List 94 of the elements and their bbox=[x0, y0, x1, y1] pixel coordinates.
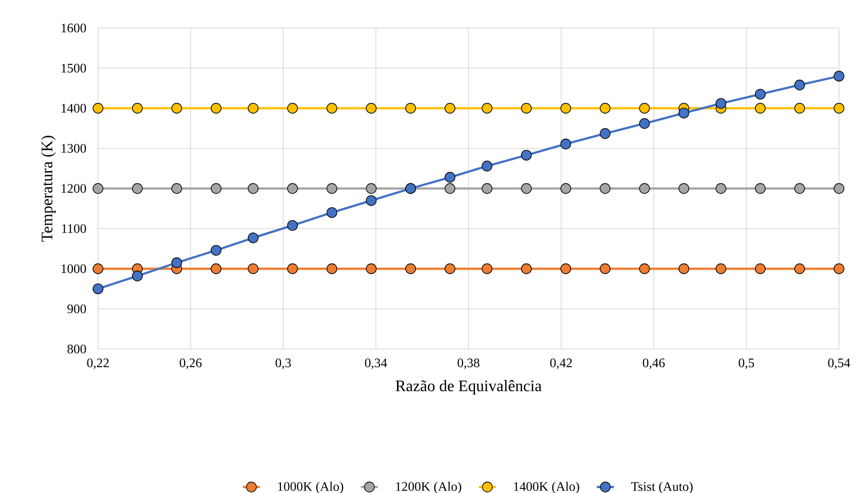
y-tick-label: 1600 bbox=[62, 24, 86, 32]
point bbox=[560, 138, 572, 150]
point bbox=[834, 70, 844, 82]
x-tick-label: 0,34 bbox=[365, 358, 388, 370]
point bbox=[366, 102, 377, 114]
point bbox=[132, 270, 143, 282]
point bbox=[716, 98, 726, 109]
x-tick-label: 0,46 bbox=[642, 358, 665, 370]
point bbox=[444, 263, 456, 274]
point bbox=[794, 263, 805, 274]
point bbox=[366, 183, 377, 194]
point bbox=[678, 263, 690, 274]
point bbox=[560, 263, 572, 274]
point bbox=[600, 263, 610, 274]
point bbox=[444, 183, 456, 194]
x-tick-label: 0,26 bbox=[180, 358, 202, 370]
y-tick-label: 1000 bbox=[62, 264, 86, 274]
point bbox=[287, 263, 298, 274]
point bbox=[560, 102, 572, 114]
point bbox=[366, 263, 377, 274]
point bbox=[132, 102, 143, 114]
point bbox=[482, 183, 492, 194]
point bbox=[834, 263, 844, 274]
point bbox=[521, 183, 532, 194]
x-tick-label: 0,38 bbox=[458, 358, 480, 370]
point bbox=[754, 88, 766, 100]
y-tick-label: 1300 bbox=[62, 144, 86, 153]
point bbox=[600, 128, 610, 139]
point bbox=[92, 283, 104, 294]
point bbox=[366, 195, 377, 206]
point bbox=[600, 102, 610, 114]
point bbox=[794, 80, 805, 90]
y-tick-label: 1500 bbox=[62, 64, 86, 73]
point bbox=[405, 263, 416, 274]
point bbox=[248, 232, 258, 244]
point bbox=[444, 102, 456, 114]
point bbox=[405, 102, 416, 114]
point bbox=[521, 263, 532, 274]
point bbox=[210, 102, 222, 114]
point bbox=[248, 102, 258, 114]
point bbox=[834, 183, 844, 194]
point bbox=[171, 183, 182, 194]
point bbox=[326, 207, 338, 218]
y-tick-label: 900 bbox=[67, 304, 86, 314]
point bbox=[326, 102, 338, 114]
point bbox=[600, 183, 610, 194]
point bbox=[754, 263, 766, 274]
point bbox=[287, 183, 298, 194]
point bbox=[326, 263, 338, 274]
point bbox=[639, 118, 650, 129]
point bbox=[248, 183, 258, 194]
point bbox=[560, 183, 572, 194]
point bbox=[287, 102, 298, 114]
y-axis-title: Temperatura (K) bbox=[41, 136, 56, 242]
point bbox=[639, 102, 650, 114]
point bbox=[716, 263, 726, 274]
point bbox=[92, 263, 104, 274]
point bbox=[210, 263, 222, 274]
point bbox=[639, 263, 650, 274]
point bbox=[482, 263, 492, 274]
x-tick-label: 0,54 bbox=[828, 358, 850, 370]
y-tick-label: 800 bbox=[67, 344, 86, 354]
point bbox=[794, 183, 805, 194]
point bbox=[678, 108, 690, 118]
point bbox=[326, 183, 338, 194]
point bbox=[678, 183, 690, 194]
point bbox=[132, 183, 143, 194]
y-tick-label: 1400 bbox=[62, 104, 86, 113]
x-tick-label: 0,5 bbox=[738, 358, 754, 370]
point bbox=[482, 160, 492, 172]
point bbox=[210, 183, 222, 194]
point bbox=[482, 102, 492, 114]
x-axis-title: Razão de Equivalência bbox=[396, 380, 542, 395]
x-tick-label: 0,42 bbox=[550, 358, 572, 370]
point bbox=[171, 102, 182, 114]
point bbox=[248, 263, 258, 274]
x-tick-label: 0,22 bbox=[87, 358, 109, 370]
point bbox=[444, 172, 456, 183]
point bbox=[92, 183, 104, 194]
point bbox=[754, 102, 766, 114]
point bbox=[287, 220, 298, 231]
point bbox=[754, 183, 766, 194]
point bbox=[521, 150, 532, 161]
point bbox=[794, 102, 805, 114]
x-tick-label: 0,3 bbox=[276, 358, 291, 370]
point bbox=[639, 183, 650, 194]
point bbox=[716, 183, 726, 194]
y-tick-label: 1200 bbox=[62, 184, 86, 193]
point bbox=[92, 102, 104, 114]
point bbox=[521, 102, 532, 114]
point bbox=[834, 102, 844, 114]
y-tick-label: 1100 bbox=[62, 224, 86, 234]
point bbox=[210, 244, 222, 256]
point bbox=[171, 257, 182, 268]
